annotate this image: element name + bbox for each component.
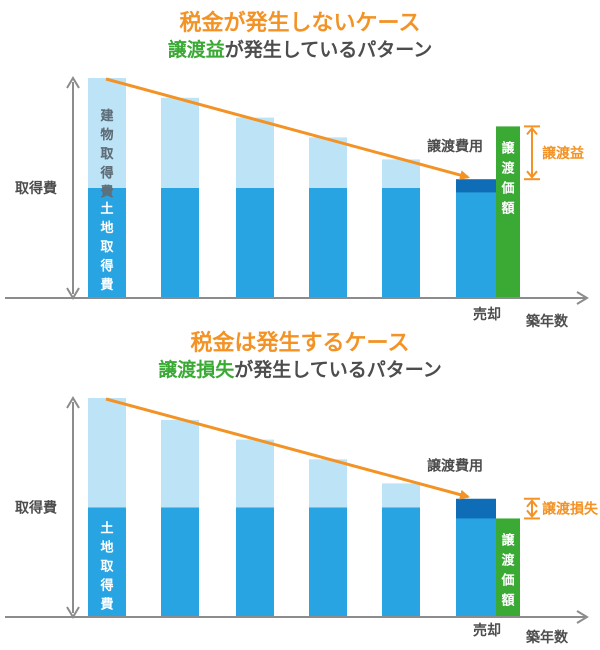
building-cost-bar — [309, 459, 347, 508]
result-arrowhead-down — [526, 170, 538, 179]
sale-price-label-char: 譲 — [501, 140, 515, 156]
subtitle-highlight: 譲渡損失 — [158, 358, 235, 381]
building-cost-label-char: 得 — [99, 165, 113, 181]
result-arrowhead-up — [526, 499, 538, 508]
sale-price-label-char: 額 — [500, 200, 514, 216]
y-axis-label: 取得費 — [15, 180, 57, 197]
building-cost-label-char: 物 — [100, 127, 113, 143]
land-cost-bar — [161, 188, 199, 298]
panel-subtitle: 譲渡損失が発生しているパターン — [158, 358, 442, 381]
result-label: 譲渡益 — [542, 145, 584, 162]
land-cost-bar — [236, 188, 274, 298]
sale-price-label-char: 価 — [500, 572, 514, 588]
land-cost-bar — [236, 507, 274, 617]
panel-title: 税金が発生しないケース — [180, 10, 421, 36]
sale-price-label-char: 渡 — [501, 552, 515, 568]
panel-subtitle: 譲渡益が発生しているパターン — [168, 38, 433, 61]
sale-price-bar — [496, 518, 520, 617]
land-cost-label-char: 費 — [100, 277, 113, 293]
land-cost-label-char: 費 — [100, 597, 113, 613]
building-cost-label-char: 費 — [100, 184, 113, 200]
subtitle-highlight: 譲渡益 — [168, 38, 225, 61]
building-cost-label-char: 費 — [100, 184, 113, 200]
building-cost-label-char: 得 — [99, 165, 113, 181]
axis-arrowhead-up — [66, 396, 80, 409]
building-cost-bar — [236, 439, 274, 508]
result-arrowhead-up — [526, 126, 538, 136]
result-label: 譲渡損失 — [542, 501, 599, 518]
panel-2: 税金は発生するケース譲渡損失が発生しているパターン建物取得費土地取得費譲渡価額取… — [5, 108, 599, 646]
building-cost-label-char: 建 — [100, 108, 113, 124]
building-cost-bar — [88, 398, 126, 508]
land-cost-bar — [309, 188, 347, 298]
building-cost-bar — [382, 483, 420, 508]
panel-1: 税金が発生しないケース譲渡益が発生しているパターン建物取得費土地取得費譲渡価額取… — [5, 10, 589, 330]
land-cost-bar — [161, 507, 199, 617]
transfer-fee-bar — [456, 179, 496, 193]
building-cost-label-char: 取 — [100, 147, 114, 162]
land-cost-label-char: 得 — [99, 258, 113, 274]
building-cost-bar — [88, 78, 126, 188]
land-cost-label-char: 取 — [100, 240, 114, 255]
time-axis-arrowhead — [576, 291, 589, 305]
land-cost-bar-sale — [456, 188, 496, 298]
subtitle-rest: が発生しているパターン — [225, 38, 432, 61]
land-cost-bar — [88, 507, 126, 617]
land-cost-label-char: 土 — [100, 201, 113, 217]
building-cost-label-char: 建 — [100, 108, 113, 124]
sale-price-label-char: 譲 — [501, 532, 515, 548]
sale-point-label: 売却 — [473, 622, 501, 639]
building-cost-bar — [382, 159, 420, 188]
land-cost-label-char: 地 — [100, 540, 113, 556]
land-cost-label-char: 地 — [100, 220, 113, 236]
transfer-fee-label: 譲渡費用 — [427, 458, 483, 475]
axis-arrowhead-up — [66, 76, 80, 89]
building-cost-bar — [161, 419, 199, 508]
y-axis-label: 取得費 — [15, 500, 57, 517]
land-cost-bar — [382, 507, 420, 617]
land-cost-bar — [88, 188, 126, 298]
result-arrowhead-down — [526, 509, 538, 519]
land-cost-label-char: 取 — [100, 560, 114, 575]
depreciation-trend-arrow — [105, 397, 470, 500]
sale-price-label-char: 価 — [500, 180, 514, 196]
building-cost-bar — [309, 137, 347, 188]
building-cost-bar — [161, 97, 199, 188]
sale-price-label-char: 渡 — [501, 160, 515, 176]
panel-title: 税金は発生するケース — [191, 330, 410, 356]
subtitle-rest: が発生しているパターン — [234, 358, 441, 381]
building-cost-label-char: 取 — [100, 147, 114, 162]
sale-price-label-char: 額 — [500, 592, 514, 608]
land-cost-bar-sale — [456, 507, 496, 617]
sale-point-label: 売却 — [473, 306, 501, 323]
x-axis-label: 築年数 — [525, 313, 569, 330]
land-cost-label-char: 土 — [100, 521, 113, 537]
land-cost-label-char: 得 — [99, 578, 113, 594]
building-cost-label-char: 物 — [100, 127, 113, 143]
time-axis-arrowhead — [576, 610, 589, 624]
transfer-fee-label: 譲渡費用 — [427, 138, 483, 155]
building-cost-bar — [236, 117, 274, 188]
depreciation-trend-arrow — [105, 77, 470, 180]
land-cost-bar — [309, 507, 347, 617]
sale-price-bar — [496, 126, 520, 299]
transfer-fee-bar — [456, 498, 496, 519]
x-axis-label: 築年数 — [525, 629, 569, 646]
land-cost-bar — [382, 188, 420, 298]
